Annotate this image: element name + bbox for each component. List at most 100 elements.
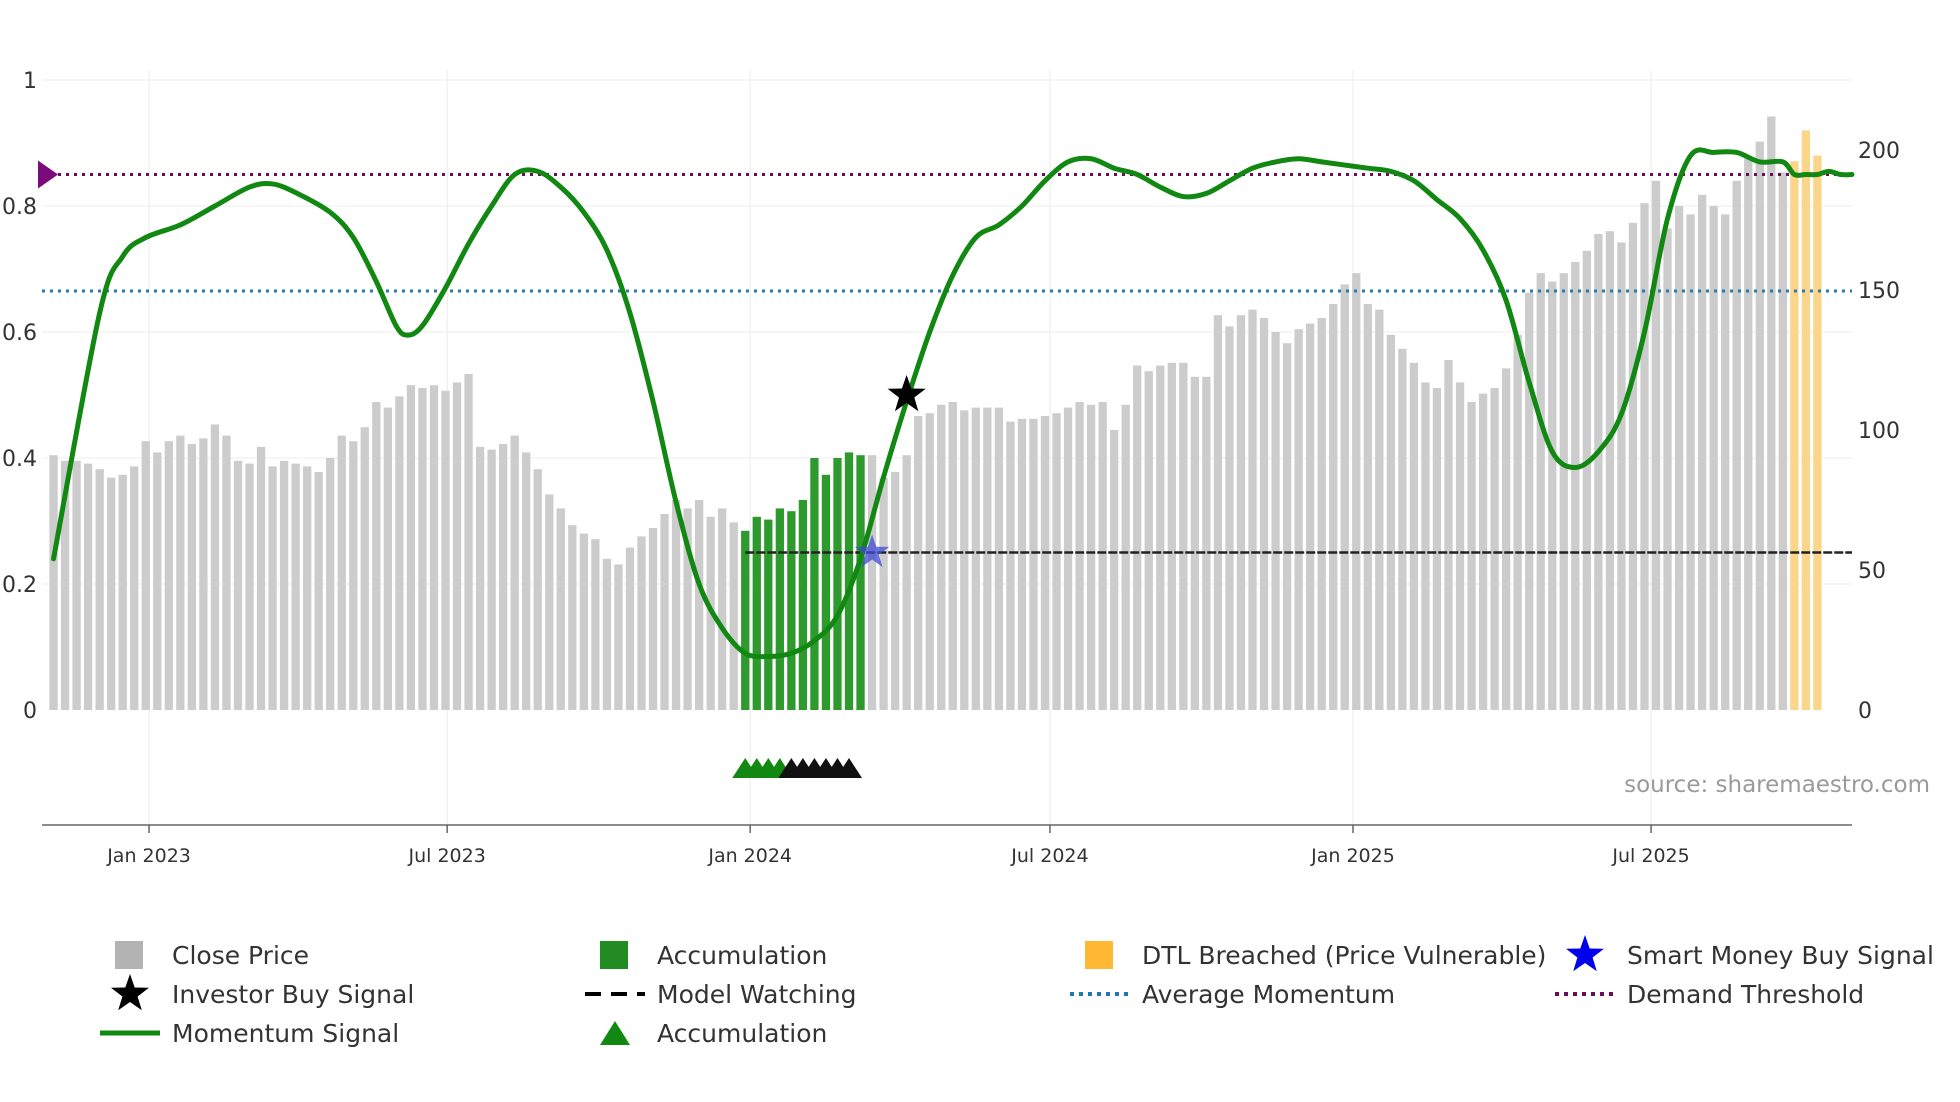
y-right-tick-label: 50 (1858, 559, 1886, 584)
close-price-bar (1536, 273, 1545, 710)
close-price-bar (1282, 343, 1292, 710)
legend-dtl-breached-price-vulnerable-square-swatch (1085, 941, 1113, 969)
close-price-bar (1455, 382, 1465, 710)
legend-smart-money-buy-signal-star-label: Smart Money Buy Signal (1627, 941, 1934, 970)
close-price-bar (464, 374, 473, 710)
legend-close-price-square-label: Close Price (172, 941, 309, 970)
close-price-bar (1213, 315, 1223, 710)
legend: Close Price Accumulation DTL Breached (Pri… (100, 935, 1934, 1048)
close-price-bar (1017, 418, 1027, 710)
close-price-bar (349, 441, 358, 710)
axes: 0 0.2 0.4 0.6 0.8 1 0 50 100 150 200 Jan 2023 Jul 20… (2, 69, 1900, 867)
demand-threshold-marker (38, 160, 58, 189)
close-price-bar (1640, 203, 1649, 710)
close-price-bar (95, 469, 104, 710)
legend-accumulation-square-label: Accumulation (657, 941, 827, 970)
legend-demand-threshold-dot-label: Demand Threshold (1627, 980, 1864, 1009)
close-price-bar (890, 472, 900, 710)
accumulation-marker-black (836, 758, 863, 778)
legend-investor-buy-signal-star-swatch (111, 974, 149, 1011)
legend-investor-buy-signal-star-label: Investor Buy Signal (172, 980, 414, 1009)
legend-model-watching-dash-label: Model Watching (657, 980, 857, 1009)
x-tick-label: Jul 2025 (1611, 845, 1689, 867)
close-price-bar (648, 528, 658, 710)
close-price-bar (1259, 318, 1269, 710)
legend-smart-money-buy-signal-star-swatch (1566, 935, 1604, 972)
close-price-bar (1582, 250, 1591, 711)
y-left-tick-label: 0.2 (2, 573, 37, 598)
close-price-bar (1121, 404, 1130, 710)
close-price-bar (372, 402, 381, 710)
close-price-bar (1144, 371, 1153, 710)
close-price-bar (1409, 362, 1419, 710)
x-tick-label: Jan 2024 (707, 845, 792, 867)
close-price-bar (222, 435, 231, 710)
close-price-bar (902, 455, 911, 710)
x-tick-label: Jan 2023 (106, 845, 191, 867)
legend-dtl-breached-price-vulnerable-square: DTL Breached (Price Vulnerable) (1085, 941, 1546, 970)
close-price-bar (441, 390, 450, 710)
close-price-bar (914, 416, 923, 710)
accumulation-bar (752, 516, 761, 710)
close-price-bar (1617, 242, 1626, 710)
close-price-bar (233, 460, 243, 710)
close-price-bar (72, 460, 81, 710)
close-price-bar (683, 508, 692, 710)
legend-accumulation-triangle-swatch (600, 1021, 630, 1045)
close-price-bar (960, 410, 969, 710)
close-price-bar (1386, 334, 1396, 710)
close-price-bar (1571, 262, 1580, 710)
source-label: source: sharemaestro.com (1624, 772, 1930, 798)
close-price-bar (1594, 234, 1603, 710)
close-price-bar (314, 472, 323, 710)
close-price-bar (1755, 141, 1764, 711)
close-price-bar (1006, 421, 1015, 710)
close-price-bar (1674, 206, 1684, 710)
dtl-breached-bar (1790, 161, 1799, 710)
close-price-bar (1651, 180, 1661, 711)
close-price-bar (1490, 388, 1499, 710)
y-right-tick-label: 150 (1858, 279, 1900, 304)
close-price-bar (49, 455, 58, 710)
legend-accumulation-square: Accumulation (600, 941, 827, 970)
accumulation-bar (810, 458, 819, 710)
close-price-bar (256, 446, 266, 710)
close-price-bar (1317, 318, 1326, 710)
close-price-bar (1663, 228, 1672, 710)
close-price-bar (199, 438, 208, 710)
close-price-bar (1179, 362, 1188, 710)
accumulation-bar (821, 474, 831, 710)
close-price-bar (268, 466, 277, 710)
smart-money-buy-signal-star (854, 534, 890, 568)
close-price-bar (522, 452, 531, 710)
close-price-bar (1432, 388, 1442, 710)
accumulation-bar (764, 519, 773, 710)
close-price-bar (164, 441, 173, 710)
close-price-bar (487, 449, 496, 710)
legend-smart-money-buy-signal-star: Smart Money Buy Signal (1566, 935, 1934, 972)
y-right-tick-label: 0 (1858, 699, 1872, 724)
close-price-bar (326, 458, 335, 710)
close-price-bar (1340, 284, 1349, 710)
close-price-bar (1767, 116, 1776, 710)
dtl-breached-bar (1801, 130, 1811, 710)
legend-model-watching-dash: Model Watching (585, 980, 857, 1009)
close-price-bar (1721, 214, 1730, 710)
close-price-bar (1052, 413, 1061, 710)
close-price-bar (579, 533, 588, 710)
close-price-bar (452, 382, 462, 710)
close-price-bar (1133, 365, 1142, 710)
y-left-tick-label: 0 (23, 699, 37, 724)
close-price-bar (1156, 365, 1165, 710)
close-price-bar (671, 500, 681, 710)
close-price-bar (337, 435, 346, 710)
close-price-bar (1375, 309, 1384, 710)
close-price-bar (1306, 323, 1315, 710)
accumulation-bar (833, 458, 842, 710)
close-price-bar (291, 463, 300, 710)
close-price-bar (545, 494, 554, 710)
legend-close-price-square: Close Price (115, 941, 309, 970)
close-price-bar (983, 407, 992, 710)
close-price-bar (395, 396, 404, 710)
close-price-bar (1225, 326, 1234, 710)
